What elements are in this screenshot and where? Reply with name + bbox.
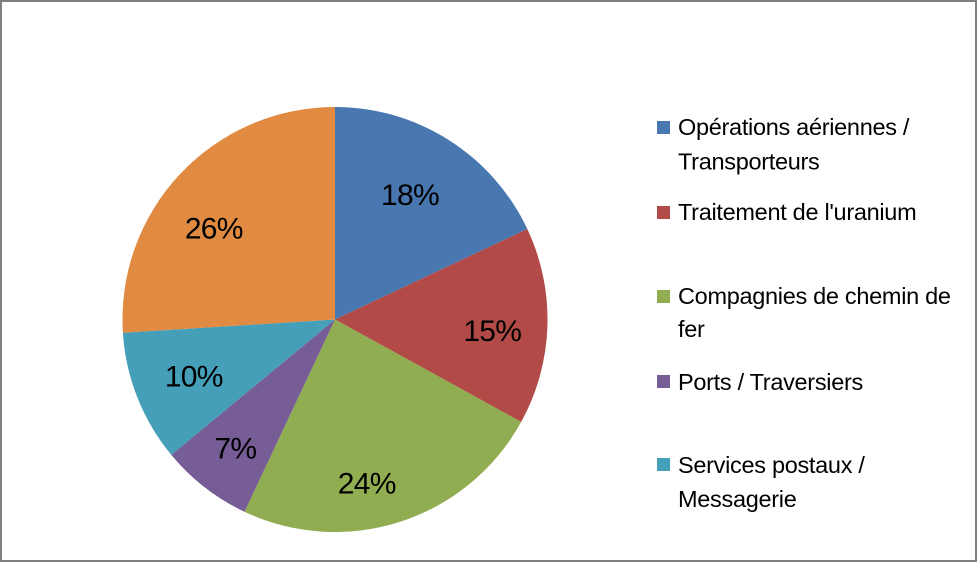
svg-text:24%: 24% (338, 468, 396, 501)
svg-text:Ports / Traversiers: Ports / Traversiers (678, 369, 863, 395)
svg-text:Opérations aériennes /: Opérations aériennes / (678, 114, 910, 140)
svg-text:fer: fer (678, 316, 705, 342)
svg-text:7%: 7% (214, 433, 256, 466)
svg-text:Traitement de l'uranium: Traitement de l'uranium (678, 199, 916, 225)
svg-text:Messagerie: Messagerie (678, 486, 797, 512)
svg-text:10%: 10% (165, 361, 223, 394)
svg-text:Compagnies de chemin de: Compagnies de chemin de (678, 283, 951, 309)
svg-text:Services postaux /: Services postaux / (678, 452, 865, 478)
svg-text:26%: 26% (185, 213, 243, 246)
svg-text:Transporteurs: Transporteurs (678, 149, 820, 175)
svg-text:15%: 15% (463, 315, 521, 348)
svg-text:18%: 18% (381, 179, 439, 212)
